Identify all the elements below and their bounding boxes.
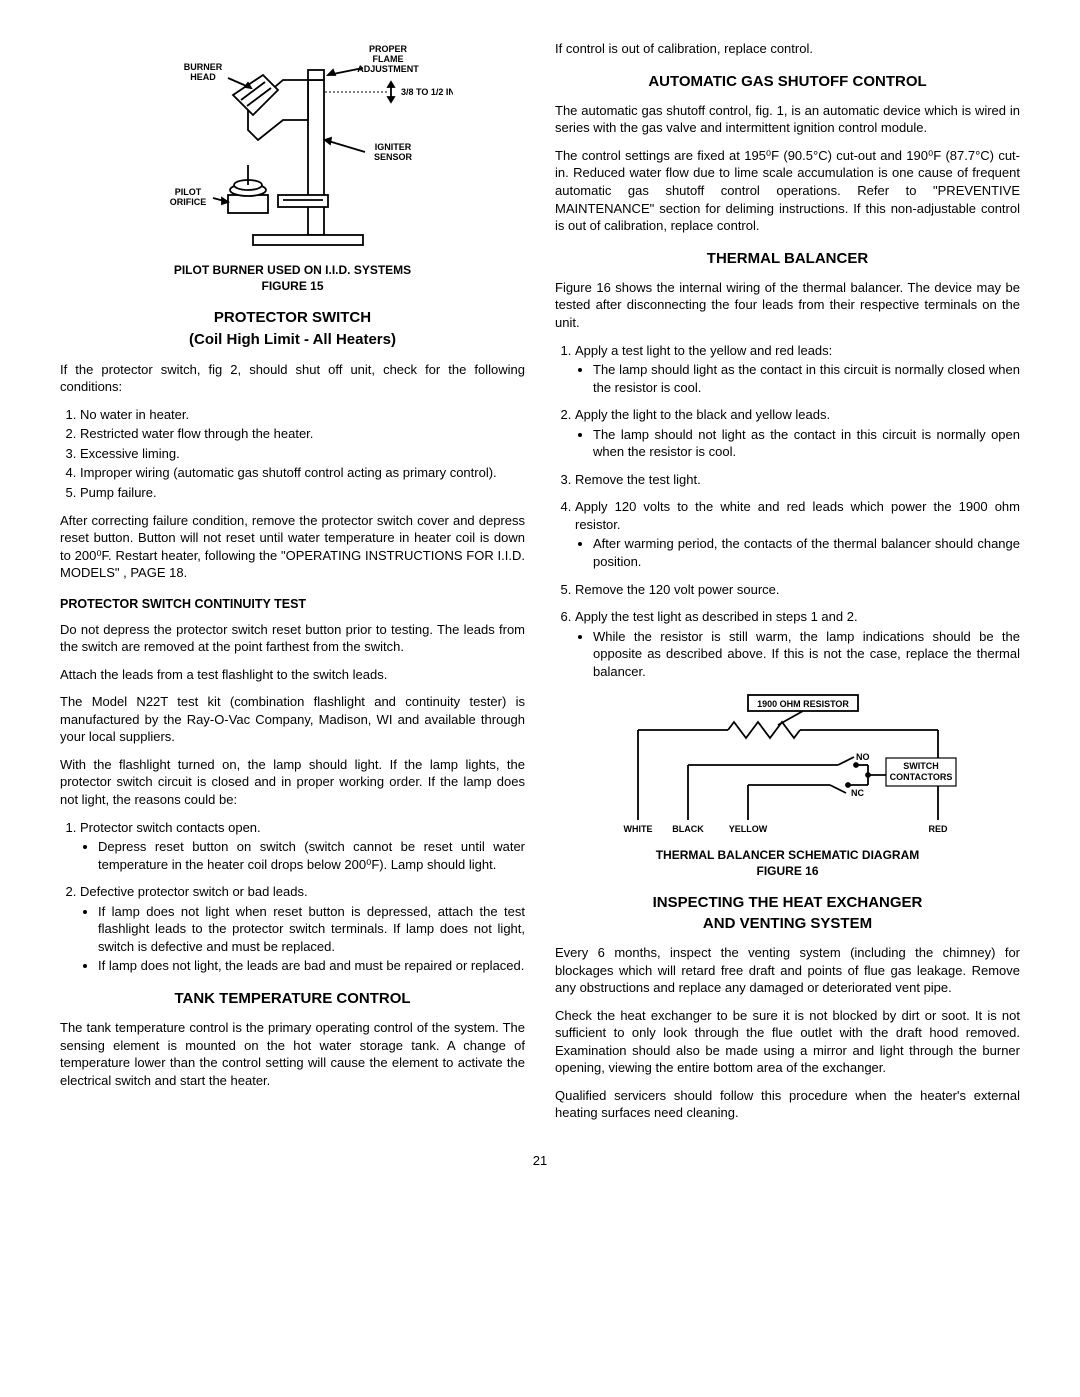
auto-gas-title: AUTOMATIC GAS SHUTOFF CONTROL (555, 72, 1020, 92)
ps-cont-p2: Attach the leads from a test flashlight … (60, 666, 525, 684)
tb-s2: Apply the light to the black and yellow … (575, 406, 1020, 461)
proper-flame-label: PROPER (368, 44, 407, 54)
protector-switch-subtitle: (Coil High Limit - All Heaters) (60, 330, 525, 350)
fig15-caption-2: FIGURE 15 (261, 279, 323, 293)
gap-label: 3/8 TO 1/2 INCH (401, 87, 453, 97)
tb-s6-b1: While the resistor is still warm, the la… (593, 628, 1020, 681)
black-label: BLACK (672, 824, 704, 834)
tank-temp-p2: If control is out of calibration, replac… (555, 40, 1020, 58)
burner-head-label: BURNER (183, 62, 222, 72)
ps-cond-2: Restricted water flow through the heater… (80, 425, 525, 443)
tb-s1: Apply a test light to the yellow and red… (575, 342, 1020, 397)
fig16-caption-1: THERMAL BALANCER SCHEMATIC DIAGRAM (656, 848, 920, 862)
tb-s4-text: Apply 120 volts to the white and red lea… (575, 499, 1020, 532)
fig15-caption-1: PILOT BURNER USED ON I.I.D. SYSTEMS (174, 263, 411, 277)
ps-after: After correcting failure condition, remo… (60, 512, 525, 582)
ps-cont-item2: Defective protector switch or bad leads.… (80, 883, 525, 975)
ps-cond-5: Pump failure. (80, 484, 525, 502)
tb-s4: Apply 120 volts to the white and red lea… (575, 498, 1020, 570)
svg-text:ORIFICE: ORIFICE (169, 197, 206, 207)
ps-cond-3: Excessive liming. (80, 445, 525, 463)
ps-cont-p3: The Model N22T test kit (combination fla… (60, 693, 525, 746)
tb-s6: Apply the test light as described in ste… (575, 608, 1020, 680)
inspect-p1: Every 6 months, inspect the venting syst… (555, 944, 1020, 997)
inspect-p2: Check the heat exchanger to be sure it i… (555, 1007, 1020, 1077)
yellow-label: YELLOW (728, 824, 767, 834)
inspect-title-1: INSPECTING THE HEAT EXCHANGER (555, 893, 1020, 913)
inspect-p3: Qualified servicers should follow this p… (555, 1087, 1020, 1122)
auto-gas-p2: The control settings are fixed at 195⁰F … (555, 147, 1020, 235)
ps-intro: If the protector switch, fig 2, should s… (60, 361, 525, 396)
ps-cond-1: No water in heater. (80, 406, 525, 424)
tank-temp-title: TANK TEMPERATURE CONTROL (60, 989, 525, 1009)
fig16-caption-2: FIGURE 16 (756, 864, 818, 878)
protector-switch-title: PROTECTOR SWITCH (60, 308, 525, 328)
tb-s1-text: Apply a test light to the yellow and red… (575, 343, 832, 358)
ps-cont-item2-b2: If lamp does not light, the leads are ba… (98, 957, 525, 975)
page-number: 21 (60, 1152, 1020, 1170)
tb-s2-b1: The lamp should not light as the contact… (593, 426, 1020, 461)
svg-text:ADJUSTMENT: ADJUSTMENT (357, 64, 419, 74)
nc-label: NC (851, 788, 864, 798)
svg-text:SENSOR: SENSOR (373, 152, 412, 162)
ps-cont-item1-b1: Depress reset button on switch (switch c… (98, 838, 525, 873)
ps-cont-list: Protector switch contacts open. Depress … (60, 819, 525, 975)
igniter-sensor-label: IGNITER (374, 142, 411, 152)
pilot-orifice-label: PILOT (174, 187, 201, 197)
thermal-balancer-title: THERMAL BALANCER (555, 249, 1020, 269)
tb-s2-text: Apply the light to the black and yellow … (575, 407, 830, 422)
figure-16: 1900 OHM RESISTOR NO NC SWITCH CONTACTOR… (555, 690, 1020, 879)
tb-intro: Figure 16 shows the internal wiring of t… (555, 279, 1020, 332)
resistor-label: 1900 OHM RESISTOR (757, 699, 849, 709)
tb-s3: Remove the test light. (575, 471, 1020, 489)
tb-s6-text: Apply the test light as described in ste… (575, 609, 858, 624)
ps-conditions: No water in heater. Restricted water flo… (60, 406, 525, 502)
ps-cont-p4: With the flashlight turned on, the lamp … (60, 756, 525, 809)
tb-steps: Apply a test light to the yellow and red… (555, 342, 1020, 681)
figure-15: PROPER FLAME ADJUSTMENT BURNER HEAD 3/8 … (60, 40, 525, 294)
auto-gas-p1: The automatic gas shutoff control, fig. … (555, 102, 1020, 137)
ps-cont-p1: Do not depress the protector switch rese… (60, 621, 525, 656)
svg-text:FLAME: FLAME (372, 54, 403, 64)
ps-cont-item1: Protector switch contacts open. Depress … (80, 819, 525, 874)
no-label: NO (856, 752, 870, 762)
tank-temp-p1: The tank temperature control is the prim… (60, 1019, 525, 1089)
switch-label-2: CONTACTORS (889, 772, 952, 782)
svg-text:HEAD: HEAD (190, 72, 216, 82)
ps-cont-item2-b1: If lamp does not light when reset button… (98, 903, 525, 956)
white-label: WHITE (623, 824, 652, 834)
tb-s4-b1: After warming period, the contacts of th… (593, 535, 1020, 570)
ps-cont-title: PROTECTOR SWITCH CONTINUITY TEST (60, 596, 525, 613)
ps-cont-item2-text: Defective protector switch or bad leads. (80, 884, 308, 899)
ps-cond-4: Improper wiring (automatic gas shutoff c… (80, 464, 525, 482)
ps-cont-item1-text: Protector switch contacts open. (80, 820, 261, 835)
tb-s1-b1: The lamp should light as the contact in … (593, 361, 1020, 396)
inspect-title-2: AND VENTING SYSTEM (555, 914, 1020, 934)
red-label: RED (928, 824, 948, 834)
switch-label-1: SWITCH (903, 761, 939, 771)
tb-s5: Remove the 120 volt power source. (575, 581, 1020, 599)
